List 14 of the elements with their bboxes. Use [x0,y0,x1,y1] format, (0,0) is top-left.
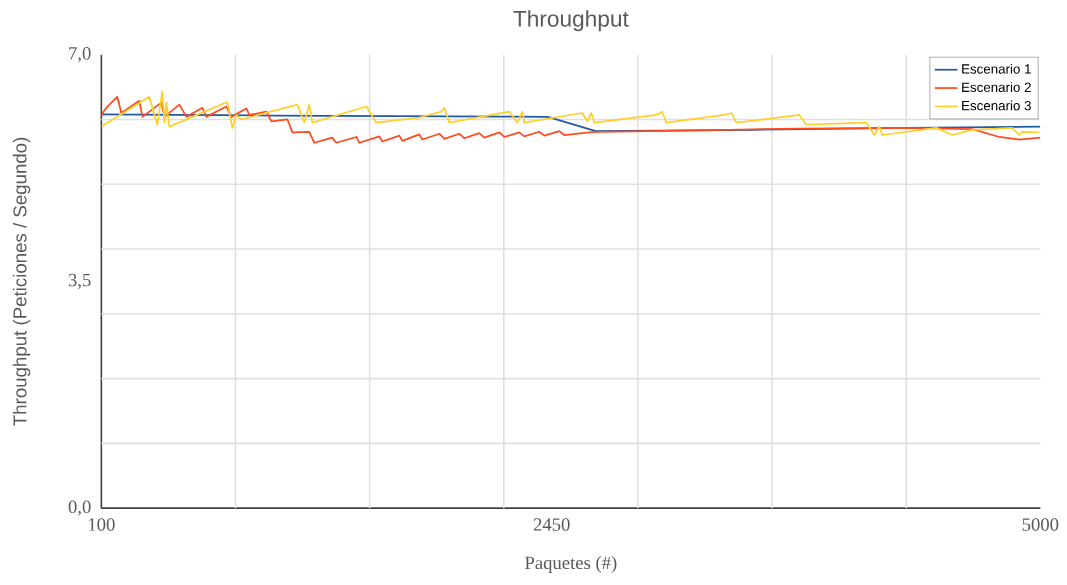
x-axis-title: Paquetes (#) [524,555,617,573]
x-tick-label: 2450 [533,518,570,531]
line-series [101,95,1041,144]
legend-label: Escenario 1 [962,63,1031,74]
legend-label: Escenario 2 [962,82,1031,92]
y-axis-title: Throughput (Peticiones / Segundo) [12,137,31,426]
x-tick-label: 5000 [1022,518,1059,531]
legend-label: Escenario 3 [962,100,1031,111]
line-series [101,90,1041,136]
y-tick-label: 0,0 [68,500,91,516]
chart-title: Throughput [513,10,629,32]
y-tick-label: 3,5 [68,273,91,289]
y-tick-label: 7,0 [69,46,91,63]
x-tick-label: 100 [89,518,115,531]
